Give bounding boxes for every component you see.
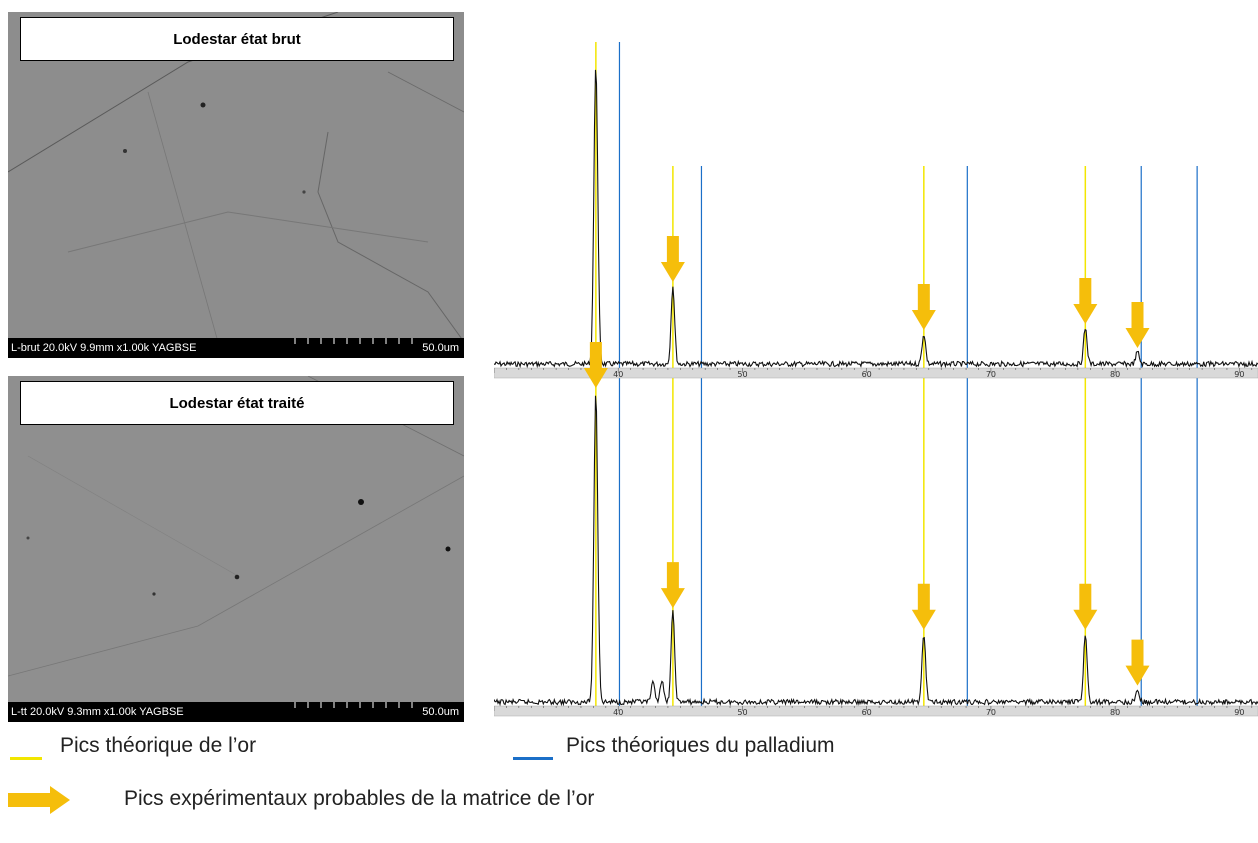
x-tick-label: 40	[613, 370, 623, 379]
x-tick-label: 80	[1110, 370, 1120, 379]
peak-arrow-icon	[583, 342, 608, 388]
x-axis-bar	[494, 367, 1258, 379]
panel-title: Lodestar état brut	[20, 17, 454, 61]
gold-legend-swatch	[10, 757, 42, 760]
palladium-legend-swatch	[513, 757, 553, 760]
x-tick-label: 60	[862, 370, 872, 379]
sem-info-text: L-brut 20.0kV 9.9mm x1.00k YAGBSE	[11, 342, 197, 354]
sem-image-raw: Lodestar état brut L-brut 20.0kV 9.9mm x…	[8, 12, 464, 358]
x-tick-label: 70	[986, 708, 996, 717]
sem-info-text: L-tt 20.0kV 9.3mm x1.00k YAGBSE	[11, 706, 184, 718]
peak-arrow-icon	[911, 583, 936, 630]
sem-texture	[8, 12, 464, 358]
sem-info-bar: L-brut 20.0kV 9.9mm x1.00k YAGBSE 50.0um	[8, 338, 464, 358]
spectrum-line	[494, 395, 1258, 707]
x-tick-label: 60	[862, 708, 872, 717]
scale-value: 50.0um	[422, 706, 459, 718]
peak-arrow-icon	[1073, 278, 1098, 324]
sem-image-treated: Lodestar état traité L-tt 20.0kV 9.3mm x…	[8, 376, 464, 722]
scale-ticks	[294, 702, 413, 708]
sem-info-bar: L-tt 20.0kV 9.3mm x1.00k YAGBSE 50.0um	[8, 702, 464, 722]
panel-title: Lodestar état traité	[20, 381, 454, 425]
x-axis-bar	[494, 705, 1258, 717]
peak-arrow-icon	[1125, 639, 1150, 686]
scale-value: 50.0um	[422, 342, 459, 354]
peak-arrow-icon	[660, 236, 685, 282]
spectrum-line	[494, 69, 1258, 369]
palladium-legend-label: Pics théoriques du palladium	[566, 734, 835, 757]
peak-arrow-icon	[1125, 302, 1150, 348]
scale-ticks	[294, 338, 413, 344]
x-tick-label: 80	[1110, 708, 1120, 717]
peak-arrow-icon	[1073, 583, 1098, 630]
arrow-legend-icon	[8, 786, 70, 814]
x-tick-label: 40	[613, 708, 623, 717]
x-tick-label: 50	[737, 370, 747, 379]
xrd-spectra-chart: 40 50 60 70 80 90 40 50 60 70 80 90	[494, 42, 1258, 717]
arrow-legend-label: Pics expérimentaux probables de la matri…	[124, 787, 595, 810]
peak-arrow-icon	[911, 284, 936, 330]
sem-texture	[8, 376, 464, 722]
x-tick-label: 70	[986, 370, 996, 379]
x-tick-label: 90	[1234, 370, 1244, 379]
peak-arrow-icon	[660, 562, 685, 609]
x-tick-label: 50	[737, 708, 747, 717]
x-tick-label: 90	[1234, 708, 1244, 717]
gold-legend-label: Pics théorique de l’or	[60, 734, 257, 757]
